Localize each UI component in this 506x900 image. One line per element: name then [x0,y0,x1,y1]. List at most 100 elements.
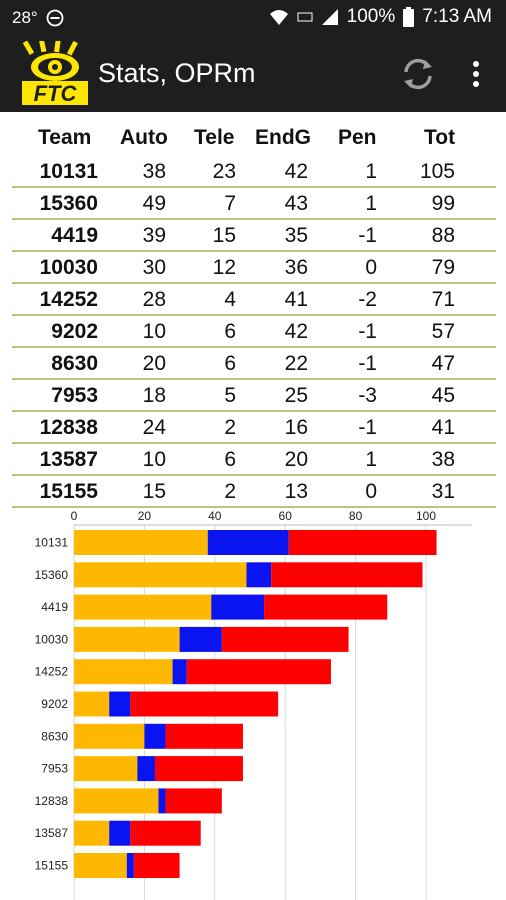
category-label: 7953 [41,762,68,776]
cell-auto: 49 [142,192,166,215]
page-title: Stats, OPRm [98,58,256,88]
category-label: 12838 [35,794,69,808]
cell-pen: 1 [365,160,377,183]
wifi-icon [269,10,288,25]
x-tick-label: 60 [279,509,293,523]
table-row: 9202 10 6 42 -1 57 [12,316,496,348]
category-label: 10030 [35,632,69,646]
x-tick-label: 100 [416,509,436,523]
table-row: 12838 24 2 16 -1 41 [12,412,496,444]
cell-endg: 36 [284,256,308,279]
table-row: 15155 15 2 13 0 31 [12,476,496,508]
battery-percent: 100% [346,6,396,27]
cell-team: 10131 [39,160,98,183]
category-label: 15155 [35,859,69,873]
bar-segment [133,853,180,878]
x-tick-label: 40 [208,509,222,523]
app-bar: FTC Stats, OPRm [0,34,506,112]
table-row: 10131 38 23 42 1 105 [12,156,496,188]
cell-endg: 22 [284,352,308,375]
cell-pen: -2 [358,288,377,311]
bar-segment [137,756,155,782]
bar-segment [211,594,265,620]
cell-auto: 10 [142,448,166,471]
cell-tele: 2 [224,480,236,503]
cell-team: 14252 [39,288,98,311]
cell-auto: 39 [142,224,166,247]
cell-endg: 16 [284,416,308,439]
cell-auto: 28 [142,288,166,311]
table-row: 8630 20 6 22 -1 47 [12,348,496,380]
cell-pen: -1 [358,416,377,439]
bar-segment [154,756,243,782]
cell-endg: 42 [284,320,308,343]
bar-segment [109,820,131,846]
ftc-logo: FTC [22,41,88,106]
battery-icon [403,7,415,27]
category-label: 13587 [35,826,69,840]
bar-segment [221,626,349,652]
cell-team: 10030 [39,256,98,279]
bar-segment [288,530,437,555]
cell-endg: 20 [284,448,308,471]
header-endg: EndG [255,126,311,149]
cell-auto: 20 [142,352,166,375]
cell-tele: 5 [224,384,236,407]
bar-segment [74,788,159,814]
category-label: 10131 [35,536,69,550]
cell-auto: 18 [142,384,166,407]
cell-tot: 47 [431,352,455,375]
cell-endg: 13 [284,480,308,503]
cell-tele: 6 [224,448,236,471]
header-team: Team [38,126,92,149]
table-header: Team Auto Tele EndG Pen Tot [0,126,506,156]
category-label: 15360 [35,568,69,582]
bar-segment [74,530,208,555]
table-row: 14252 28 4 41 -2 71 [12,284,496,316]
category-label: 14252 [35,665,69,679]
temperature-text: 28° [12,8,38,27]
refresh-icon[interactable] [398,56,438,92]
cell-pen: -1 [358,320,377,343]
cell-tot: 105 [419,160,455,183]
cell-tot: 38 [431,448,455,471]
cell-pen: -1 [358,224,377,247]
cell-auto: 10 [142,320,166,343]
cell-pen: 0 [365,256,377,279]
more-vert-icon[interactable] [466,56,486,92]
clock-time: 7:13 AM [422,6,492,27]
cell-tot: 57 [431,320,455,343]
cell-tele: 6 [224,320,236,343]
cell-team: 15360 [39,192,98,215]
cell-auto: 38 [142,160,166,183]
header-auto: Auto [120,126,168,149]
bar-segment [130,820,201,846]
status-bar: 28° 100% 7:13 AM [0,0,506,34]
bar-segment [172,659,187,685]
cell-pen: -1 [358,352,377,375]
cell-team: 12838 [39,416,98,439]
x-tick-label: 80 [349,509,363,523]
cell-endg: 25 [284,384,308,407]
cell-auto: 24 [142,416,166,439]
bar-segment [74,756,138,782]
bar-segment [165,788,222,814]
bar-segment [126,853,134,878]
bar-segment [207,530,289,555]
bar-segment [186,659,331,685]
cell-pen: 1 [365,192,377,215]
cell-pen: -3 [358,384,377,407]
cell-auto: 15 [142,480,166,503]
ftc-logo-text: FTC [34,81,78,106]
table-row: 13587 10 6 20 1 38 [12,444,496,476]
cell-tot: 45 [431,384,455,407]
cell-tot: 41 [431,416,455,439]
bar-segment [271,562,423,588]
cell-tele: 7 [224,192,236,215]
x-tick-label: 0 [71,509,78,523]
header-tele: Tele [194,126,235,149]
cell-tot: 31 [431,480,455,503]
bar-segment [109,691,131,717]
bar-segment [74,723,145,749]
cell-tot: 88 [431,224,455,247]
